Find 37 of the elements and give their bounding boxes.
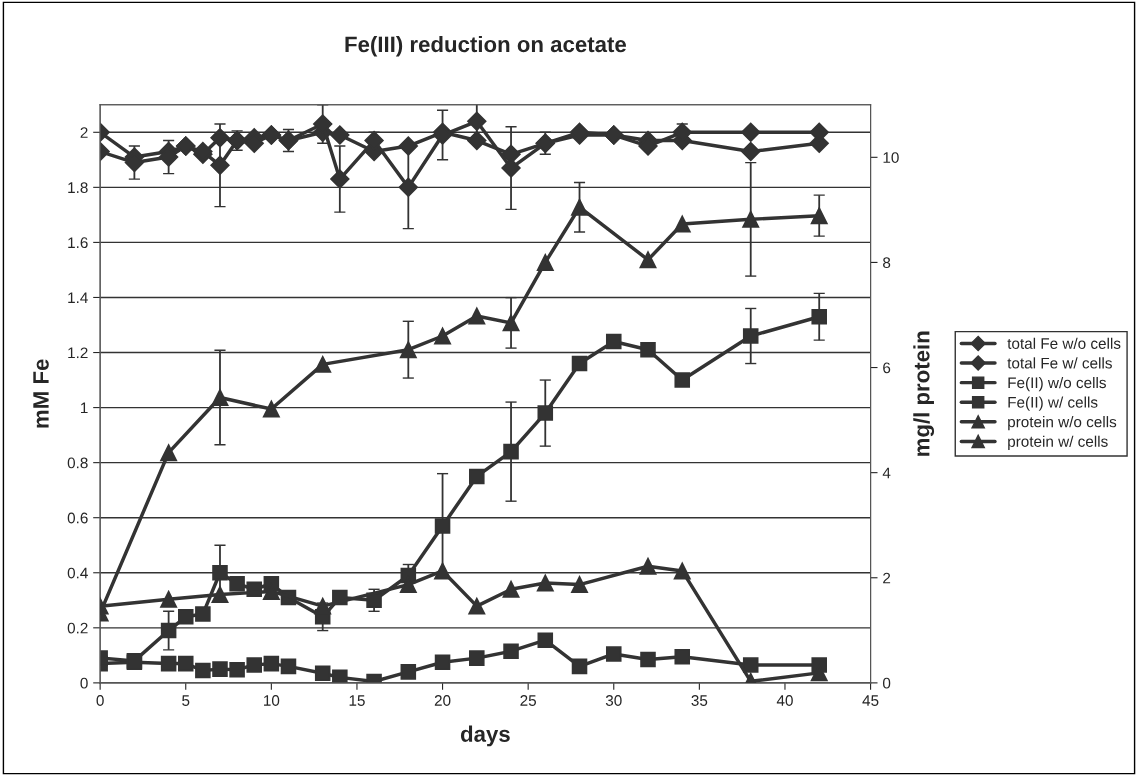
- y2-axis-title: mg/l protein: [913, 331, 935, 456]
- x-tick-label: 15: [349, 695, 365, 706]
- x-tick-label: 40: [776, 695, 793, 706]
- x-tick-label: 0: [96, 695, 104, 706]
- legend-label: protein w/ cells: [1008, 435, 1108, 450]
- y-tick-label: 0: [80, 677, 88, 689]
- y2-tick-label: 4: [882, 467, 891, 479]
- x-tick-label: 25: [520, 695, 537, 706]
- legend-label: Fe(II) w/o cells: [1008, 376, 1106, 392]
- x-tick-label: 45: [862, 695, 879, 706]
- y2-tick-label: 2: [883, 572, 891, 584]
- legend-label: protein w/o cells: [1008, 416, 1117, 431]
- y2-tick-label: 6: [883, 362, 891, 374]
- legend-label: total Fe w/o cells: [1007, 337, 1121, 349]
- x-tick-label: 10: [264, 695, 280, 706]
- y-tick-label: 1.4: [68, 292, 88, 303]
- legend-label: total Fe w/ cells: [1007, 357, 1112, 369]
- x-tick-label: 5: [182, 695, 190, 706]
- y-tick-label: 1.2: [68, 347, 88, 359]
- y-tick-label: 1: [81, 402, 88, 414]
- y2-tick-label: 8: [883, 257, 891, 269]
- y-tick-label: 1.8: [68, 182, 88, 194]
- y-tick-label: 0.6: [67, 512, 88, 524]
- y2-tick-label: 10: [883, 152, 899, 163]
- y-tick-label: 1.6: [68, 237, 88, 249]
- y-tick-label: 0.2: [67, 622, 88, 634]
- y-tick-label: 2: [80, 127, 88, 138]
- y-axis-title: mM Fe: [33, 359, 49, 428]
- x-tick-label: 30: [605, 695, 622, 706]
- y2-tick-label: 0: [882, 677, 891, 689]
- x-axis-title: days: [460, 725, 510, 747]
- x-tick-label: 35: [691, 695, 708, 706]
- chart-title: Fe(III) reduction on acetate: [345, 35, 626, 57]
- y-tick-label: 0.4: [67, 567, 88, 579]
- legend-label: Fe(II) w/ cells: [1008, 396, 1098, 411]
- x-tick-label: 20: [434, 695, 451, 706]
- y-tick-label: 0.8: [67, 457, 88, 469]
